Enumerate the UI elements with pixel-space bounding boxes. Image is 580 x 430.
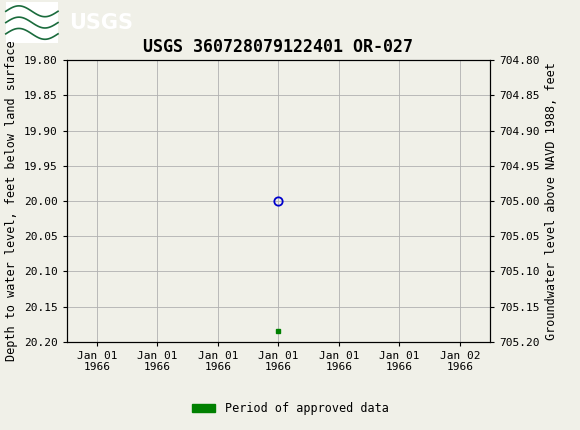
Bar	[6, 2, 58, 43]
Title: USGS 360728079122401 OR-027: USGS 360728079122401 OR-027	[143, 38, 414, 56]
Y-axis label: Groundwater level above NAVD 1988, feet: Groundwater level above NAVD 1988, feet	[545, 62, 558, 340]
Text: USGS: USGS	[70, 12, 133, 33]
Legend: Period of approved data: Period of approved data	[187, 397, 393, 420]
Y-axis label: Depth to water level, feet below land surface: Depth to water level, feet below land su…	[5, 41, 19, 361]
